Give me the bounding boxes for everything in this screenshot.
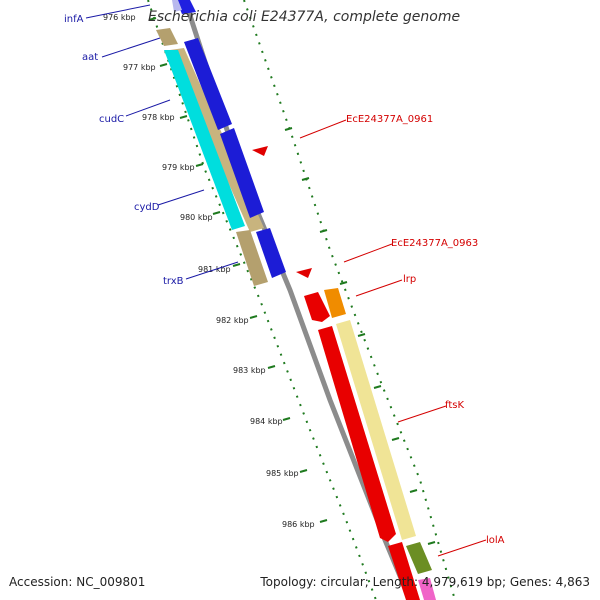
gene-orange-lrp[interactable] xyxy=(324,288,346,318)
gene-label-infA[interactable]: infA xyxy=(64,14,84,25)
tick-mark xyxy=(299,469,308,473)
kbp-label: 977 kbp xyxy=(123,63,156,72)
kbp-label: 982 kbp xyxy=(216,316,249,325)
gene-olive-trxB[interactable] xyxy=(236,230,268,286)
tick-mark xyxy=(148,17,157,21)
tick-mark xyxy=(373,385,382,389)
accession-text: Accession: NC_009801 xyxy=(9,575,146,589)
left-gene-labels: infA aat cudC cydD trxB xyxy=(64,4,239,287)
kbp-tick-marks xyxy=(148,17,436,545)
right-gene-labels: EcE24377A_0961 EcE24377A_0963 lrp ftsK l… xyxy=(299,114,505,557)
leader-line xyxy=(355,279,403,297)
kbp-label: 984 kbp xyxy=(250,417,283,426)
marker-arrow-2 xyxy=(296,268,312,278)
gene-label-EcE24377A_0961[interactable]: EcE24377A_0961 xyxy=(346,114,433,125)
gene-lavender[interactable] xyxy=(172,0,182,12)
leader-line xyxy=(437,539,487,557)
gene-label-cydD[interactable]: cydD xyxy=(134,202,160,213)
gene-cyan-cudC[interactable] xyxy=(164,50,245,230)
tick-mark xyxy=(319,519,328,523)
marker-arrow-1 xyxy=(252,146,268,156)
tick-mark xyxy=(212,211,221,215)
gene-label-cudC[interactable]: cudC xyxy=(99,114,124,125)
gene-label-lolA[interactable]: lolA xyxy=(486,535,505,546)
gene-olive-infA[interactable] xyxy=(156,28,178,46)
gene-label-ftsK[interactable]: ftsK xyxy=(445,400,464,411)
leader-line xyxy=(101,37,161,58)
tick-mark xyxy=(249,315,258,319)
gene-red-lrp[interactable] xyxy=(304,292,330,322)
kbp-label: 979 kbp xyxy=(162,163,195,172)
kbp-label: 986 kbp xyxy=(282,520,315,529)
tick-mark xyxy=(427,541,436,545)
gene-yellow-ftsK[interactable] xyxy=(336,320,416,540)
gene-label-trxB[interactable]: trxB xyxy=(163,276,184,287)
tick-mark xyxy=(195,163,204,167)
tick-mark xyxy=(409,489,418,493)
tick-mark xyxy=(284,127,293,131)
tick-mark xyxy=(391,437,400,441)
gene-olive-lolA[interactable] xyxy=(406,542,432,574)
tick-track-outer xyxy=(243,0,456,600)
tick-mark xyxy=(339,281,348,285)
kbp-label: 980 kbp xyxy=(180,213,213,222)
leader-line xyxy=(343,243,393,263)
leader-line xyxy=(299,119,347,139)
tick-mark xyxy=(179,115,188,119)
tick-mark xyxy=(159,63,168,67)
kbp-label: 985 kbp xyxy=(266,469,299,478)
leader-line xyxy=(125,99,171,117)
leader-line xyxy=(157,189,205,206)
tick-mark xyxy=(267,365,276,369)
kbp-label: 976 kbp xyxy=(103,13,136,22)
tick-mark xyxy=(282,417,291,421)
gene-pink-lolA[interactable] xyxy=(418,578,436,600)
tick-mark xyxy=(319,229,328,233)
gene-label-aat[interactable]: aat xyxy=(82,52,98,63)
gene-blue-trxB[interactable] xyxy=(256,228,286,278)
genome-summary-text: Topology: circular; Length: 4,979,619 bp… xyxy=(260,575,590,589)
kbp-label: 983 kbp xyxy=(233,366,266,375)
tick-mark xyxy=(301,177,310,181)
tick-mark xyxy=(232,263,241,267)
leader-line xyxy=(185,261,239,280)
gene-red-ftsK[interactable] xyxy=(318,326,396,542)
genome-title: Escherichia coli E24377A, complete genom… xyxy=(148,9,461,25)
leader-line xyxy=(85,4,151,19)
tick-mark xyxy=(357,333,366,337)
gene-blue-2[interactable] xyxy=(184,38,232,130)
gene-red-lolA[interactable] xyxy=(388,542,420,600)
gene-label-lrp[interactable]: lrp xyxy=(403,274,416,285)
kbp-label: 978 kbp xyxy=(142,113,175,122)
leader-line xyxy=(397,405,447,423)
gene-blue-3[interactable] xyxy=(220,128,264,218)
gene-blue-1[interactable] xyxy=(176,0,196,14)
gene-label-EcE24377A_0963[interactable]: EcE24377A_0963 xyxy=(391,238,478,249)
